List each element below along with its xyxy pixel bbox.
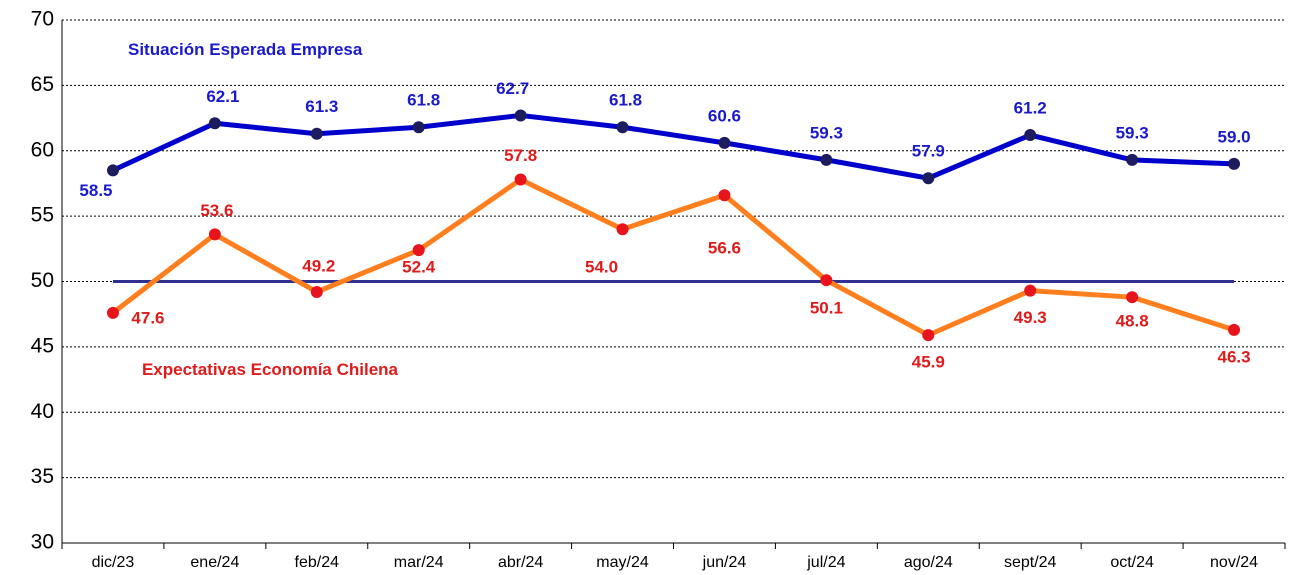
y-tick-label: 50: [31, 269, 54, 292]
x-tick-label: may/24: [596, 554, 649, 571]
x-tick-label: mar/24: [394, 554, 444, 571]
point: [1126, 291, 1139, 304]
x-tick-label: ene/24: [190, 554, 239, 571]
x-tick-label: jun/24: [702, 554, 747, 571]
data-label: 59.0: [1217, 127, 1250, 146]
data-label: 59.3: [810, 123, 843, 142]
data-label: 59.3: [1116, 123, 1149, 142]
point: [208, 228, 221, 241]
data-label: 61.3: [305, 97, 338, 116]
x-tick-label: dic/23: [92, 554, 135, 571]
point: [616, 121, 629, 134]
point: [820, 274, 833, 287]
point: [922, 329, 935, 342]
data-label: 47.6: [131, 308, 164, 327]
series-name: Situación Esperada Empresa: [128, 40, 363, 59]
data-label: 61.8: [407, 91, 440, 110]
x-tick-label: nov/24: [1210, 554, 1258, 571]
data-label: 49.2: [302, 256, 335, 275]
y-tick-label: 45: [31, 334, 54, 357]
y-tick-label: 60: [31, 138, 54, 161]
point: [514, 109, 527, 122]
data-label: 54.0: [585, 258, 618, 277]
series-line: [111, 112, 1235, 181]
x-tick-label: sept/24: [1004, 554, 1057, 571]
y-tick-label: 35: [31, 465, 54, 488]
point: [412, 121, 425, 134]
data-label: 60.6: [708, 106, 741, 125]
data-label: 50.1: [810, 299, 843, 318]
data-label: 49.3: [1014, 308, 1047, 327]
data-label: 52.4: [402, 258, 436, 277]
data-label: 45.9: [912, 353, 945, 372]
series-line: [111, 177, 1235, 338]
point: [1228, 157, 1241, 170]
data-label: 61.2: [1014, 99, 1047, 118]
point: [820, 153, 833, 166]
data-label: 58.5: [79, 181, 112, 200]
y-tick-label: 40: [31, 400, 54, 423]
point: [106, 306, 119, 319]
point: [412, 244, 425, 257]
point: [1024, 129, 1037, 142]
data-label: 53.6: [200, 201, 233, 220]
data-label: 48.8: [1116, 312, 1149, 331]
point: [718, 136, 731, 149]
y-tick-label: 30: [31, 531, 54, 554]
point: [1024, 284, 1037, 297]
series-name: Expectativas Economía Chilena: [141, 360, 399, 379]
point: [718, 189, 731, 202]
point: [616, 223, 629, 236]
data-label: 61.8: [609, 91, 642, 110]
x-tick-label: ago/24: [904, 554, 953, 571]
point: [310, 127, 323, 140]
x-tick-label: feb/24: [295, 554, 340, 571]
data-label: 57.9: [912, 142, 945, 161]
x-tick-label: abr/24: [498, 554, 543, 571]
point: [922, 172, 935, 185]
x-tick-label: jul/24: [806, 554, 845, 571]
point: [1126, 153, 1139, 166]
point: [106, 164, 119, 177]
point: [310, 285, 323, 298]
point: [1228, 323, 1241, 336]
y-tick-label: 65: [31, 73, 54, 96]
data-label: 62.7: [496, 79, 529, 98]
x-tick-label: oct/24: [1110, 554, 1154, 571]
data-label: 46.3: [1217, 347, 1250, 366]
point: [208, 117, 221, 130]
data-label: 57.8: [504, 146, 537, 165]
y-tick-label: 70: [31, 8, 54, 31]
data-label: 56.6: [708, 239, 741, 258]
data-label: 62.1: [206, 87, 239, 106]
y-tick-label: 55: [31, 204, 54, 227]
point: [514, 173, 527, 186]
